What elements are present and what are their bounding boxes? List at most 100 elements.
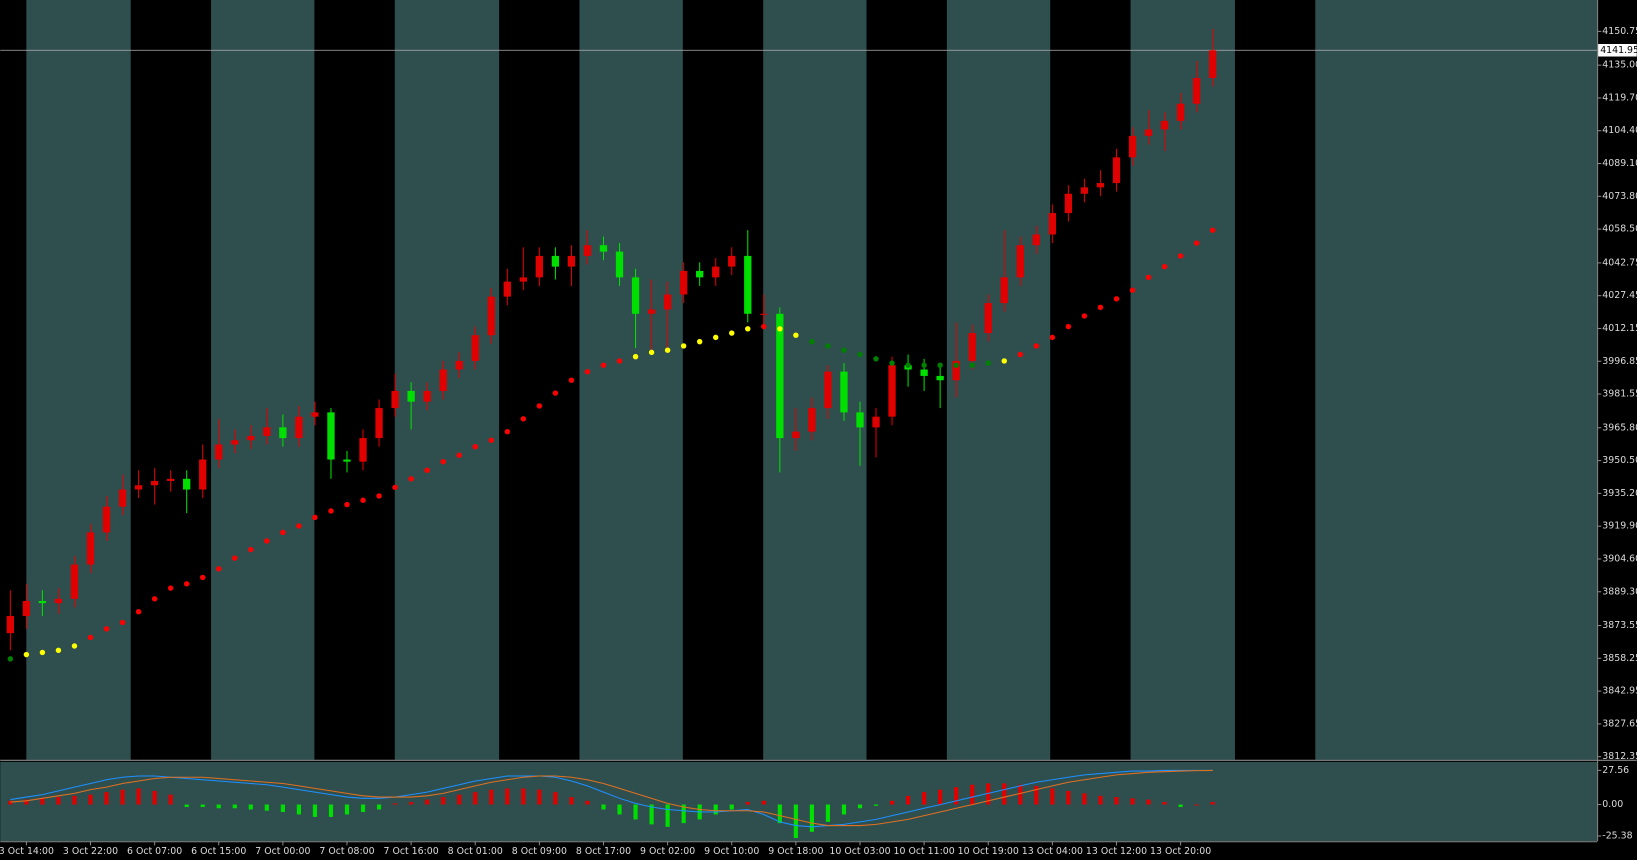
- candle-body: [215, 444, 223, 460]
- session-band: [946, 0, 1051, 760]
- ma-dot: [905, 362, 911, 368]
- candle-body: [583, 245, 592, 256]
- ma-dot: [87, 634, 94, 641]
- y-tick-label: 4042.75: [1602, 257, 1637, 268]
- ma-dot: [248, 546, 254, 553]
- ma-dot: [761, 323, 767, 330]
- histogram-bar: [954, 787, 959, 805]
- x-tick-label: 13 Oct 20:00: [1150, 846, 1211, 857]
- ma-dot: [729, 330, 735, 336]
- histogram-bar: [922, 792, 927, 805]
- candle-body: [199, 459, 207, 490]
- y-tick-label: 0.00: [1602, 799, 1623, 810]
- y-tick-label: -25.38: [1602, 830, 1632, 841]
- x-tick-label: 13 Oct 04:00: [1022, 846, 1083, 857]
- candle-body: [183, 478, 191, 490]
- histogram-bar: [457, 794, 462, 805]
- histogram-bar: [1162, 802, 1167, 805]
- histogram-bar: [873, 804, 879, 806]
- session-band: [1130, 0, 1235, 760]
- candle-body: [54, 598, 63, 604]
- indicator-line: [10, 769, 1213, 827]
- ma-dot: [745, 326, 751, 332]
- histogram-bar: [1146, 799, 1151, 805]
- y-tick-label: 3965.80: [1602, 422, 1637, 433]
- ma-dot: [552, 390, 559, 396]
- ma-dot: [200, 574, 206, 581]
- histogram-bar: [376, 804, 382, 810]
- histogram-bar: [88, 794, 93, 805]
- candle-body: [1064, 193, 1073, 214]
- histogram-bar: [617, 804, 622, 815]
- candle-body: [776, 313, 784, 439]
- indicator-pane: [0, 761, 1598, 842]
- candle-body: [295, 416, 303, 439]
- ma-dot: [1193, 240, 1200, 246]
- histogram-bar: [585, 800, 590, 805]
- candle-body: [503, 281, 511, 297]
- ma-dot: [119, 619, 126, 626]
- histogram-bar: [248, 804, 253, 810]
- candle-body: [1000, 277, 1008, 304]
- histogram-bar: [72, 795, 77, 805]
- candle-body: [70, 564, 79, 599]
- histogram-bar: [553, 792, 558, 805]
- y-tick-label: 3873.55: [1602, 620, 1637, 631]
- candle-body: [407, 390, 415, 402]
- histogram-bar: [649, 804, 654, 825]
- x-tick-label: 8 Oct 09:00: [512, 846, 567, 857]
- ma-dot: [600, 362, 607, 368]
- candle-body: [1048, 213, 1057, 235]
- candle-body: [1016, 245, 1024, 278]
- candle-body: [343, 459, 351, 462]
- candle-body: [647, 309, 656, 314]
- ma-dot: [424, 467, 430, 473]
- y-tick-label: 4119.70: [1602, 92, 1637, 103]
- candle-body: [856, 412, 864, 428]
- candle-body: [118, 489, 127, 507]
- x-tick-label: 8 Oct 17:00: [576, 846, 631, 857]
- histogram-bar: [729, 804, 734, 810]
- histogram-bar: [521, 788, 526, 805]
- ma-dot: [135, 608, 142, 615]
- histogram-bar: [745, 802, 750, 805]
- candle-body: [535, 255, 544, 278]
- y-tick-label: 3842.95: [1602, 686, 1637, 697]
- candle-body: [551, 255, 560, 267]
- histogram-bar: [425, 799, 430, 805]
- histogram-bar: [986, 783, 991, 805]
- histogram-bar: [633, 804, 638, 820]
- y-tick-label: 3827.65: [1602, 718, 1637, 729]
- ma-dot: [1001, 358, 1007, 364]
- histogram-bar: [1130, 798, 1135, 805]
- candle-body: [615, 251, 624, 278]
- histogram-bar: [120, 789, 125, 805]
- histogram-bar: [136, 788, 141, 805]
- session-band: [394, 0, 500, 760]
- y-tick-label: 4104.40: [1602, 125, 1637, 136]
- ma-dot: [857, 351, 863, 358]
- histogram-bar: [601, 804, 606, 810]
- histogram-bar: [1066, 790, 1071, 805]
- candle-body: [6, 615, 14, 634]
- histogram-bar: [1018, 784, 1023, 805]
- ma-dot: [216, 566, 222, 572]
- candle-body: [1209, 50, 1217, 79]
- histogram-bar: [793, 804, 798, 838]
- candle-body: [696, 270, 704, 278]
- y-tick-label: 4012.15: [1602, 323, 1637, 334]
- histogram-bar: [200, 804, 205, 808]
- candle-body: [134, 485, 143, 490]
- indicator-line: [10, 769, 1213, 828]
- histogram-bar: [825, 804, 831, 822]
- ma-dot: [809, 338, 815, 345]
- candle-body: [712, 266, 720, 278]
- histogram-bar: [713, 804, 718, 815]
- candle-body: [1032, 234, 1040, 246]
- ma-dot: [889, 360, 895, 366]
- ma-dot: [1145, 274, 1152, 281]
- histogram-bar: [312, 804, 318, 817]
- candle-body: [231, 440, 239, 445]
- candle-body: [679, 270, 688, 295]
- candle-body: [1128, 135, 1137, 158]
